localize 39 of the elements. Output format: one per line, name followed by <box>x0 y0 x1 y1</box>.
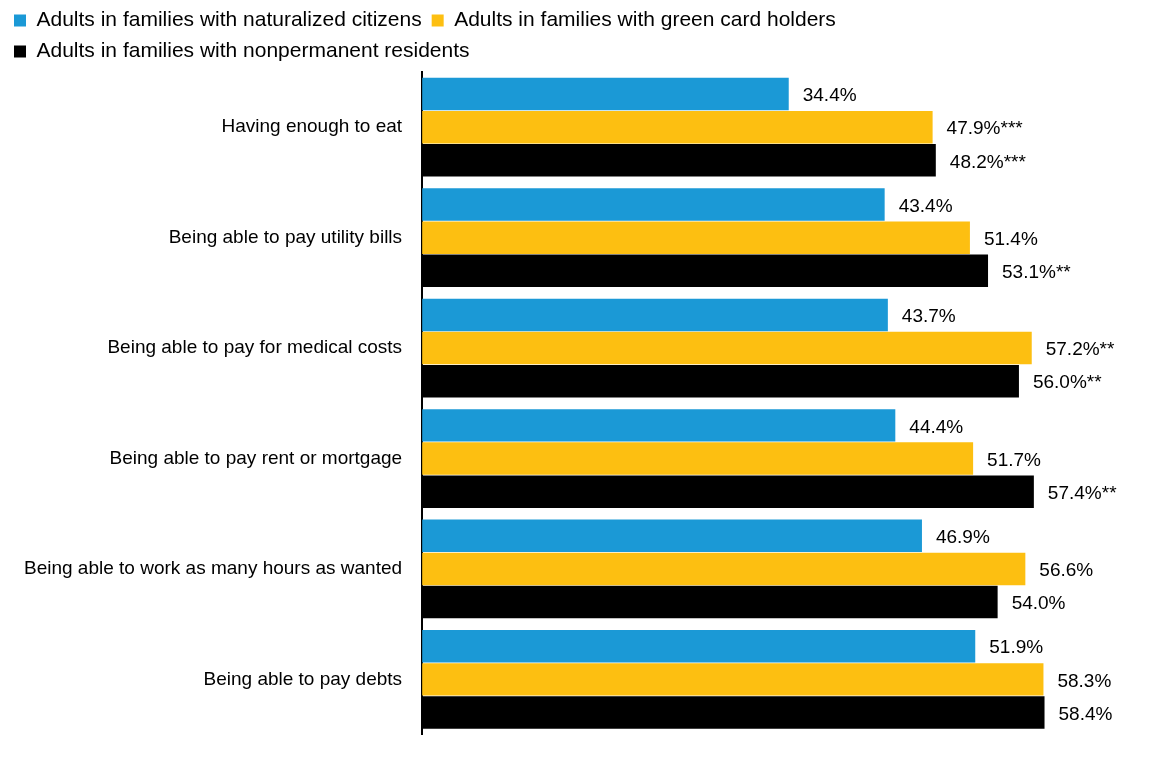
bar <box>422 663 1044 696</box>
data-label: 43.4% <box>898 194 953 216</box>
data-label: 54.0% <box>1011 592 1066 614</box>
data-label: 43.7% <box>901 305 956 327</box>
data-label: 34.4% <box>802 84 857 106</box>
y-tick-label: Being able to pay rent or mortgage <box>109 446 403 468</box>
data-label: 53.1%** <box>1002 261 1072 283</box>
bar <box>422 552 1026 586</box>
data-label: 47.9%*** <box>946 117 1024 139</box>
data-label: 58.3% <box>1057 669 1112 691</box>
bar <box>422 188 885 221</box>
legend-label: Adults in families with nonpermanent residents <box>36 38 470 62</box>
legend-label: Adults in families with green card holders <box>454 7 836 31</box>
data-label: 51.4% <box>983 227 1038 249</box>
data-label: 58.4% <box>1058 702 1113 724</box>
bar <box>422 331 1032 365</box>
bar <box>422 519 922 553</box>
bar <box>422 110 933 144</box>
data-label: 44.4% <box>909 415 964 437</box>
bar <box>422 77 789 111</box>
y-tick-label: Being able to work as many hours as wanted <box>23 557 403 579</box>
y-tick-label: Being able to pay for medical costs <box>107 336 403 358</box>
y-tick-label: Being able to pay debts <box>203 667 403 689</box>
data-label: 46.9% <box>935 526 990 548</box>
y-tick-label: Being able to pay utility bills <box>168 225 403 247</box>
bar <box>422 409 896 442</box>
data-label: 48.2%*** <box>949 150 1027 172</box>
data-label: 56.6% <box>1039 559 1094 581</box>
data-label: 56.0%** <box>1032 371 1103 393</box>
bar <box>422 298 888 332</box>
y-tick-label: Having enough to eat <box>221 115 403 137</box>
data-label: 51.7% <box>987 448 1042 470</box>
bar <box>422 221 970 254</box>
data-label: 51.9% <box>989 636 1044 658</box>
data-label: 57.4%** <box>1047 481 1118 503</box>
bar <box>422 630 976 663</box>
bar <box>422 442 974 475</box>
legend-label: Adults in families with naturalized citizens <box>36 7 422 31</box>
data-label: 57.2%** <box>1045 338 1115 360</box>
